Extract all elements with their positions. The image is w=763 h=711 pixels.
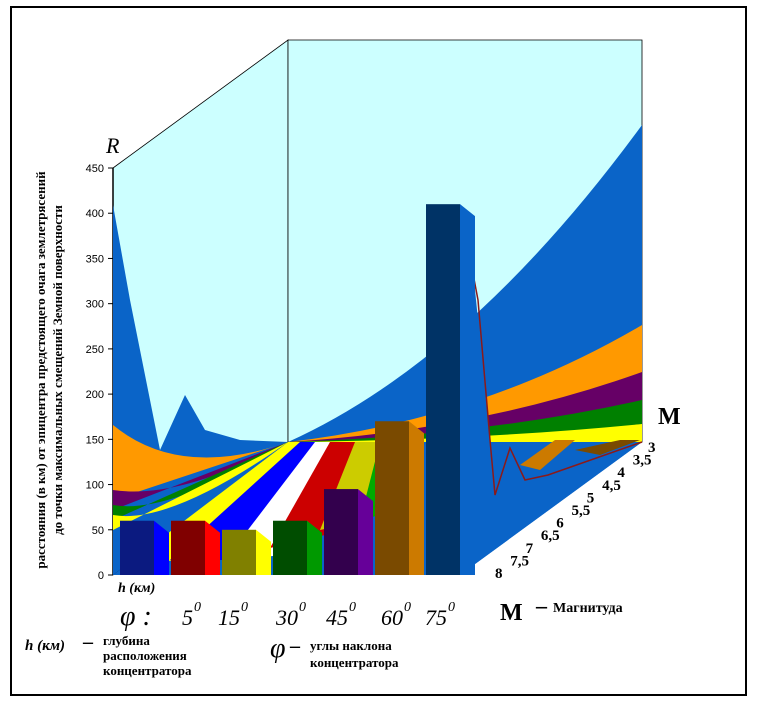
y-tick-label: 0 xyxy=(98,570,104,582)
magnitude-tick-label: 6,5 xyxy=(541,528,560,544)
phi-tick-label: 30 xyxy=(275,605,298,630)
phi-degree-mark: 0 xyxy=(194,600,201,615)
floor-small-orange xyxy=(520,440,575,470)
legend-depth-symbol: h (км) xyxy=(25,638,65,654)
h-bar xyxy=(120,520,169,575)
spike-outline xyxy=(459,204,643,496)
legend-depth-dash: – xyxy=(82,631,94,653)
legend-angle-line2: концентратора xyxy=(310,655,399,670)
h-bar-front xyxy=(375,421,409,575)
y-axis: 0 50 100 150 200 250 300 350 400 450 xyxy=(86,163,113,582)
phi-tick-label: 75 xyxy=(425,605,447,630)
magnitude-axis: 33,5 44,5 55,5 66,5 77,5 8 xyxy=(495,440,656,582)
h-bar-side xyxy=(460,204,475,575)
left-band-orange xyxy=(113,425,288,500)
y-axis-label-line1: расстояния (в км) от эпицентра предстоящ… xyxy=(33,171,48,569)
magnitude-tick-label: 3 xyxy=(648,440,656,456)
y-axis-letter: R xyxy=(105,133,120,158)
h-bar-side xyxy=(205,520,220,575)
h-bar xyxy=(273,520,322,575)
left-surface xyxy=(113,205,288,575)
h-bar-front xyxy=(171,520,205,575)
h-bar-front xyxy=(222,529,256,575)
legend-magnitude-symbol: M xyxy=(500,600,523,626)
y-tick-label: 200 xyxy=(86,389,104,401)
y-axis-label-line2: до точки максимальных смещений Земной по… xyxy=(50,205,65,535)
phi-symbol: φ : xyxy=(120,601,152,632)
phi-degree-mark: 0 xyxy=(241,600,248,615)
legend-magnitude: M – Магнитуда xyxy=(500,593,623,626)
magnitude-tick-label: 5,5 xyxy=(572,503,591,519)
h-bar-side xyxy=(307,520,322,575)
legend-depth-line2: расположения xyxy=(103,648,187,663)
phi-degree-mark: 0 xyxy=(299,600,306,615)
y-tick-label: 450 xyxy=(86,163,104,175)
y-tick-label: 50 xyxy=(92,525,104,537)
h-bar xyxy=(426,204,475,575)
h-bars xyxy=(120,204,475,575)
h-bar-front xyxy=(324,489,358,575)
legend-angle-dash: – xyxy=(289,635,301,657)
magnitude-tick-label: 3,5 xyxy=(633,453,652,469)
h-bar-side xyxy=(358,489,373,575)
phi-tick-label: 15 xyxy=(218,605,240,630)
figure-frame xyxy=(10,6,747,696)
h-bar-side xyxy=(409,421,424,575)
legend-magnitude-text: Магнитуда xyxy=(553,601,623,616)
right-surface xyxy=(288,125,642,442)
magnitude-tick-label: 5 xyxy=(587,490,595,506)
legend-magnitude-dash: – xyxy=(535,593,548,618)
left-band-yellow xyxy=(113,442,288,530)
h-bar xyxy=(222,529,271,575)
y-tick-label: 350 xyxy=(86,253,104,265)
y-tick-label: 250 xyxy=(86,344,104,356)
phi-tick-label: 45 xyxy=(326,605,348,630)
left-band-purple xyxy=(113,442,288,510)
h-bar-side xyxy=(154,520,169,575)
magnitude-tick-label: 4,5 xyxy=(602,478,621,494)
phi-axis: 5 0 15 0 30 0 45 0 60 0 75 0 xyxy=(182,600,455,630)
h-bar-front xyxy=(120,520,154,575)
h-bar-front xyxy=(426,204,460,575)
magnitude-axis-letter: M xyxy=(658,404,681,430)
h-axis-label: h (км) xyxy=(118,581,155,596)
h-bar-front xyxy=(273,520,307,575)
legend-angle: φ – углы наклона концентратора xyxy=(270,633,399,670)
y-tick-label: 300 xyxy=(86,299,104,311)
right-band-yellow xyxy=(288,424,642,442)
phi-degree-mark: 0 xyxy=(349,600,356,615)
legend-angle-line1: углы наклона xyxy=(310,638,392,653)
h-bar xyxy=(171,520,220,575)
legend-depth-line3: концентратора xyxy=(103,663,192,678)
phi-degree-mark: 0 xyxy=(448,600,455,615)
phi-tick-label: 60 xyxy=(381,605,403,630)
right-band-blue xyxy=(288,125,642,442)
h-bar xyxy=(324,489,373,575)
left-band-green xyxy=(113,442,288,520)
right-band-green xyxy=(288,400,642,442)
magnitude-tick-label: 7 xyxy=(526,541,534,557)
y-tick-label: 400 xyxy=(86,208,104,220)
legend-angle-symbol: φ xyxy=(270,633,286,664)
y-tick-label: 150 xyxy=(86,434,104,446)
magnitude-tick-label: 8 xyxy=(495,566,503,582)
magnitude-tick-label: 6 xyxy=(556,516,564,532)
y-tick-label: 100 xyxy=(86,480,104,492)
h-bar-side xyxy=(256,529,271,575)
floor-small-brown xyxy=(575,440,640,455)
phi-tick-label: 5 xyxy=(182,605,193,630)
legend-depth: h (км) – глубина расположения концентрат… xyxy=(25,631,192,678)
spike-wall xyxy=(459,204,643,575)
spike-surface xyxy=(460,205,642,575)
phi-degree-mark: 0 xyxy=(404,600,411,615)
legend-depth-line1: глубина xyxy=(103,633,150,648)
magnitude-tick-label: 7,5 xyxy=(510,553,529,569)
h-bar xyxy=(375,421,424,575)
magnitude-tick-label: 4 xyxy=(617,465,625,481)
